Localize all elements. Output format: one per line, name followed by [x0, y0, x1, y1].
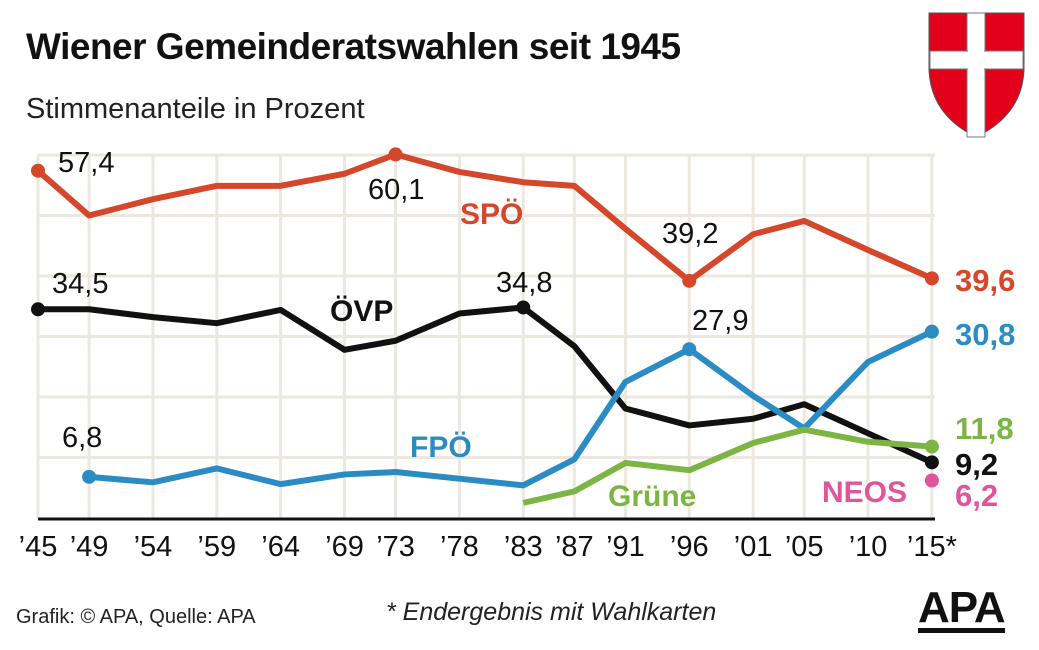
- value-label: 34,8: [496, 267, 552, 299]
- series-lines: [31, 147, 939, 506]
- x-tick-label: ’83: [504, 531, 543, 563]
- x-tick-label: ’64: [261, 531, 300, 563]
- value-label: 27,9: [692, 305, 748, 337]
- series-line-Grüne: [522, 426, 933, 506]
- value-label: 39,6: [955, 263, 1015, 298]
- data-labels: SPÖ ÖVP FPÖ Grüne NEOS 57,4 60,1 39,2 39,6 34,5 34…: [52, 147, 1015, 513]
- series-line-ÖVP: [38, 304, 934, 466]
- x-tick-label: ’78: [440, 531, 479, 563]
- series-name-label: SPÖ: [460, 198, 523, 231]
- chart-subtitle: Stimmenanteile in Prozent: [26, 93, 365, 125]
- data-point-FPÖ: [924, 324, 939, 339]
- x-tick-label: ’54: [134, 531, 173, 563]
- chart-title: Wiener Gemeinderatswahlen seit 1945: [26, 26, 681, 67]
- series-name-label: FPÖ: [410, 431, 472, 464]
- x-tick-label: ’96: [670, 531, 709, 563]
- x-tick-label: ’49: [70, 531, 109, 563]
- data-point-Grüne: [924, 439, 939, 454]
- series-name-label: Grüne: [608, 480, 696, 513]
- x-tick-label: ’10: [849, 531, 888, 563]
- series-line-SPÖ: [36, 151, 934, 284]
- vienna-coat-of-arms-icon: [928, 12, 1025, 138]
- data-point-ÖVP: [924, 455, 939, 470]
- data-point-SPÖ: [682, 273, 697, 288]
- x-tick-label: ’01: [734, 531, 773, 563]
- value-label: 34,5: [52, 268, 108, 300]
- x-tick-label: ’91: [606, 531, 645, 563]
- value-label: 57,4: [58, 147, 114, 179]
- series-line-FPÖ: [88, 328, 934, 489]
- footnote: * Endergebnis mit Wahlkarten: [386, 598, 717, 626]
- x-axis-ticks: ’45 ’49 ’54 ’59 ’64 ’69 ’73 ’78 ’83 ’87 ’91 ’96 ’01 ’…: [19, 531, 957, 563]
- series-name-label: NEOS: [822, 476, 907, 509]
- value-label: 60,1: [368, 174, 424, 206]
- x-tick-label: ’87: [555, 531, 594, 563]
- x-tick-label: ’69: [325, 531, 364, 563]
- value-label: 39,2: [662, 218, 718, 250]
- x-tick-label: ’45: [19, 531, 58, 563]
- value-label: 6,8: [62, 422, 102, 454]
- x-tick-label: ’59: [197, 531, 236, 563]
- x-tick-label: ’73: [376, 531, 415, 563]
- x-tick-label: ’05: [785, 531, 824, 563]
- data-point-ÖVP: [516, 300, 531, 315]
- value-label: 11,8: [955, 411, 1014, 446]
- data-point-ÖVP: [31, 302, 45, 317]
- data-point-FPÖ: [82, 469, 97, 484]
- data-point-FPÖ: [682, 342, 697, 357]
- grid: [36, 153, 935, 521]
- source-credit: Grafik: © APA, Quelle: APA: [16, 606, 256, 628]
- data-point-SPÖ: [924, 271, 939, 286]
- value-label: 30,8: [955, 317, 1015, 352]
- data-point-SPÖ: [31, 163, 45, 178]
- x-tick-label: ’15*: [907, 531, 957, 563]
- apa-logo: APA: [918, 583, 1006, 633]
- series-name-label: ÖVP: [330, 295, 393, 328]
- value-label: 6,2: [955, 478, 998, 513]
- data-point-SPÖ: [388, 147, 403, 162]
- value-label: 9,2: [955, 447, 998, 482]
- data-point-NEOS: [924, 473, 939, 488]
